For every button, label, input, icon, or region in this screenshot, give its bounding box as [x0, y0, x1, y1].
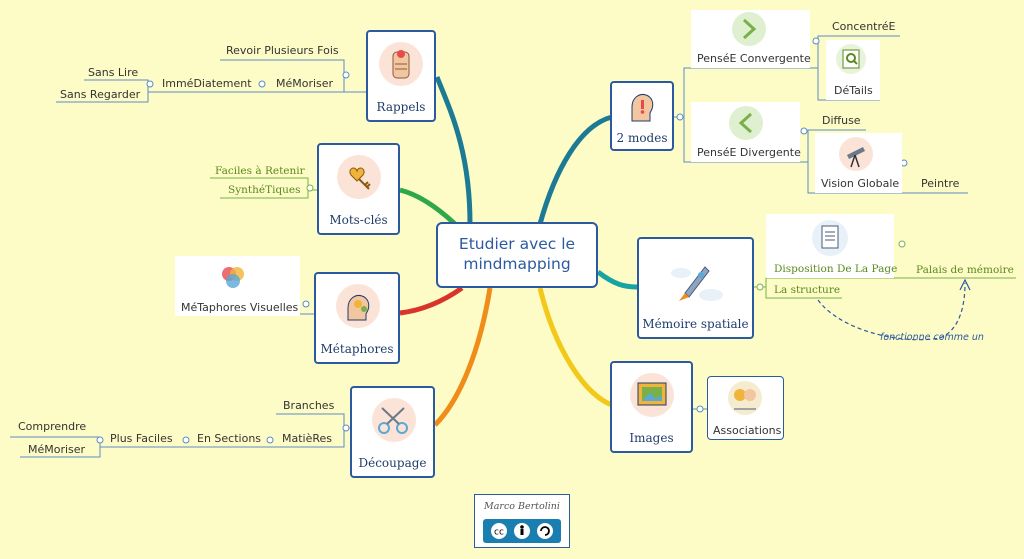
node-comprendre[interactable]: Comprendre: [18, 420, 87, 433]
node-synthetiques[interactable]: SynthéTiques: [228, 184, 301, 196]
node-memoriser-rappels[interactable]: MéMoriser: [276, 77, 334, 90]
node-metaphores-visuelles: MéTaphores Visuelles: [181, 301, 299, 314]
central-topic-line1: Etudier avec le: [458, 235, 576, 253]
finger-tap-icon: [379, 42, 423, 86]
node-pensee-convergente: PenséE Convergente: [697, 52, 811, 65]
node-sans-lire[interactable]: Sans Lire: [88, 66, 139, 79]
head-exclamation-icon: [622, 87, 662, 127]
disposition-card[interactable]: Disposition De La Page: [766, 214, 898, 278]
cc-license-icon: cc: [483, 519, 561, 543]
credit-badge: Marco Bertolini cc: [474, 494, 570, 548]
topic-label-memoire-spatiale: Mémoire spatiale: [642, 317, 749, 331]
vision-globale-card[interactable]: Vision Globale: [815, 133, 902, 193]
heart-key-icon: [337, 155, 381, 199]
chevron-left-icon: [729, 106, 763, 140]
node-branches[interactable]: Branches: [283, 399, 335, 412]
associations-card[interactable]: Associations: [707, 376, 784, 440]
node-en-sections[interactable]: En Sections: [197, 432, 262, 445]
metaphores-visuelles-card[interactable]: MéTaphores Visuelles: [175, 256, 300, 316]
topic-label-images: Images: [629, 431, 674, 445]
relationship-label: fonctionne comme un: [880, 332, 984, 343]
topic-memoire-spatiale[interactable]: Mémoire spatiale: [637, 237, 754, 339]
node-vision-globale: Vision Globale: [821, 177, 900, 190]
rocket-icon: [665, 249, 725, 309]
node-details: DéTails: [834, 84, 873, 97]
pensee-convergente-card[interactable]: PenséE Convergente: [691, 10, 811, 68]
node-concentree[interactable]: ConcentréE: [832, 20, 896, 33]
branch-decoupage: [433, 287, 493, 427]
topic-label-mots-cles: Mots-clés: [329, 213, 388, 227]
topic-decoupage[interactable]: Découpage: [350, 386, 435, 478]
author-name: Marco Bertolini: [484, 501, 560, 512]
central-topic-line2: mindmapping: [463, 255, 571, 273]
scissors-icon: [372, 398, 416, 442]
node-la-structure[interactable]: La structure: [774, 284, 841, 296]
topic-mots-cles[interactable]: Mots-clés: [317, 143, 400, 235]
node-diffuse[interactable]: Diffuse: [822, 114, 861, 127]
topic-metaphores[interactable]: Métaphores: [314, 272, 400, 364]
topic-rappels[interactable]: Rappels: [366, 30, 436, 122]
magnifier-icon: [836, 44, 866, 74]
chevron-right-icon: [732, 12, 766, 46]
node-peintre[interactable]: Peintre: [921, 177, 960, 190]
document-icon: [812, 220, 848, 256]
head-gears-icon: [336, 284, 380, 328]
details-card[interactable]: DéTails: [826, 40, 880, 100]
node-plus-faciles[interactable]: Plus Faciles: [110, 432, 173, 445]
node-pensee-divergente: PenséE Divergente: [697, 146, 801, 159]
branch-mots-cles: [399, 187, 457, 226]
branch-memoire: [596, 270, 638, 290]
topic-label-rappels: Rappels: [376, 100, 426, 114]
branch-rappels: [434, 76, 473, 225]
picture-icon: [630, 373, 674, 417]
topic-images[interactable]: Images: [610, 361, 693, 453]
topic-label-decoupage: Découpage: [358, 456, 427, 470]
topic-label-metaphores: Métaphores: [320, 342, 394, 356]
central-topic[interactable]: Etudier avec le mindmapping: [436, 222, 598, 288]
node-revoir-plusieurs-fois[interactable]: Revoir Plusieurs Fois: [226, 44, 339, 57]
node-matieres[interactable]: MatièRes: [282, 432, 333, 445]
node-palais-de-memoire[interactable]: Palais de mémoire: [916, 264, 1014, 276]
node-faciles-a-retenir[interactable]: Faciles à Retenir: [215, 165, 305, 177]
topic-2-modes[interactable]: 2 modes: [610, 81, 674, 151]
topic-label-2-modes: 2 modes: [616, 131, 668, 145]
svg-text:cc: cc: [494, 528, 504, 538]
node-memoriser-decoupage[interactable]: MéMoriser: [28, 443, 86, 456]
node-associations: Associations: [713, 424, 782, 437]
branch-images: [537, 287, 613, 408]
node-disposition-de-la-page: Disposition De La Page: [774, 263, 898, 275]
color-circles-icon: [215, 260, 251, 296]
node-immediatement[interactable]: ImméDiatement: [162, 77, 252, 90]
node-sans-regarder[interactable]: Sans Regarder: [60, 88, 141, 101]
heads-link-icon: [728, 381, 762, 415]
branch-2-modes: [537, 114, 613, 225]
pensee-divergente-card[interactable]: PenséE Divergente: [691, 102, 801, 162]
branch-metaphores: [399, 285, 464, 316]
telescope-icon: [839, 137, 873, 171]
